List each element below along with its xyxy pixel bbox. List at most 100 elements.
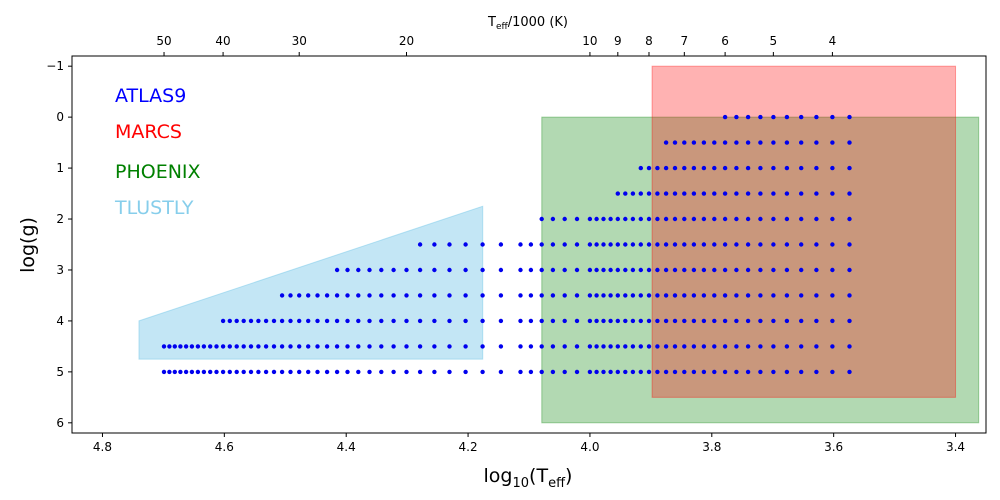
grid-point xyxy=(550,369,556,375)
grid-point xyxy=(758,267,763,273)
grid-point xyxy=(271,369,277,375)
grid-point xyxy=(847,191,852,196)
grid-point xyxy=(734,369,739,375)
grid-point xyxy=(701,191,707,196)
legend: ATLAS9 MARCS PHOENIX TLUSTLY xyxy=(114,85,201,219)
grid-point xyxy=(663,293,669,298)
grid-point xyxy=(682,369,687,375)
grid-point xyxy=(758,114,763,120)
grid-point xyxy=(745,114,751,120)
grid-point xyxy=(220,318,226,324)
grid-point xyxy=(722,114,728,120)
grid-point xyxy=(345,344,350,349)
grid-point xyxy=(655,293,660,298)
grid-point xyxy=(691,293,697,298)
grid-point xyxy=(758,318,763,324)
grid-point xyxy=(518,267,523,273)
grid-point xyxy=(712,191,717,196)
grid-point xyxy=(655,267,660,273)
grid-point xyxy=(574,267,580,273)
grid-point xyxy=(830,242,835,247)
grid-point xyxy=(172,344,177,349)
top-tick-label: 20 xyxy=(399,34,414,48)
grid-point xyxy=(745,293,751,298)
grid-point xyxy=(672,318,678,324)
grid-point xyxy=(306,344,311,349)
top-tick-label: 5 xyxy=(770,34,778,48)
grid-point xyxy=(663,344,669,349)
grid-point xyxy=(391,344,396,349)
grid-point xyxy=(830,369,835,375)
grid-point xyxy=(417,242,423,247)
grid-point xyxy=(615,216,620,222)
grid-point xyxy=(539,318,544,324)
grid-point xyxy=(279,369,285,375)
grid-point xyxy=(758,369,763,375)
grid-point xyxy=(663,318,669,324)
grid-point xyxy=(646,165,652,171)
x-axis-ticks: 4.8 4.6 4.4 4.2 4.0 3.8 3.6 3.4 xyxy=(93,433,965,454)
grid-point xyxy=(615,369,620,375)
grid-point xyxy=(288,344,293,349)
grid-point xyxy=(734,114,739,120)
x-axis-title-sub: 10 xyxy=(513,476,530,491)
grid-point xyxy=(227,369,232,375)
grid-point xyxy=(847,165,852,171)
grid-point xyxy=(701,140,707,145)
grid-point xyxy=(655,369,660,375)
grid-point xyxy=(655,165,660,171)
grid-point xyxy=(722,242,728,247)
grid-point xyxy=(799,267,804,273)
grid-point xyxy=(712,267,717,273)
grid-point xyxy=(814,114,819,120)
grid-point xyxy=(562,242,567,247)
grid-point xyxy=(379,267,384,273)
grid-point xyxy=(601,216,606,222)
grid-point xyxy=(814,140,819,145)
grid-point xyxy=(562,344,567,349)
grid-point xyxy=(306,369,311,375)
grid-point xyxy=(663,369,669,375)
grid-point xyxy=(183,344,189,349)
grid-point xyxy=(655,191,660,196)
grid-point xyxy=(712,318,717,324)
grid-point xyxy=(814,293,819,298)
grid-point xyxy=(356,369,361,375)
grid-point xyxy=(745,344,751,349)
top-axis-title-rest: /1000 (K) xyxy=(508,15,568,30)
grid-point xyxy=(672,267,678,273)
grid-point xyxy=(550,216,556,222)
x-tick-label: 4.6 xyxy=(215,440,234,454)
grid-point xyxy=(784,114,790,120)
grid-point xyxy=(691,369,697,375)
grid-point xyxy=(447,369,452,375)
grid-point xyxy=(227,318,232,324)
grid-point xyxy=(638,318,643,324)
grid-point xyxy=(391,369,396,375)
grid-point xyxy=(201,369,207,375)
grid-point xyxy=(784,369,790,375)
grid-point xyxy=(539,267,544,273)
grid-point xyxy=(771,369,776,375)
y-tick-label: 1 xyxy=(56,161,64,175)
grid-point xyxy=(528,369,534,375)
grid-point xyxy=(315,293,320,298)
grid-point xyxy=(447,242,452,247)
y-tick-label: 6 xyxy=(56,416,64,430)
grid-point xyxy=(528,242,534,247)
grid-point xyxy=(712,216,717,222)
grid-point xyxy=(248,369,254,375)
grid-point xyxy=(655,318,660,324)
grid-point xyxy=(562,369,567,375)
grid-point xyxy=(734,191,739,196)
grid-point xyxy=(183,369,189,375)
grid-point xyxy=(799,242,804,247)
grid-point xyxy=(701,165,707,171)
grid-point xyxy=(712,293,717,298)
grid-point xyxy=(356,293,361,298)
grid-point xyxy=(498,369,504,375)
grid-point xyxy=(227,344,232,349)
grid-point xyxy=(279,344,285,349)
grid-point xyxy=(691,165,697,171)
